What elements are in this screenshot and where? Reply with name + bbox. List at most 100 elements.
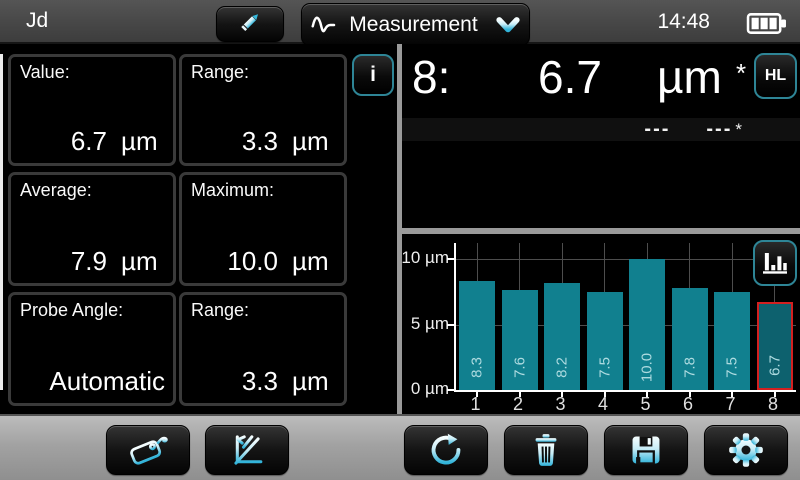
bar-value-label: 6.7 [766, 355, 784, 376]
chart-panel: 0 µm 5 µm 10 µm 8.3 7.6 8.2 7.5 10.0 7.8 7.5 6.7 … [401, 234, 800, 414]
histogram-icon [759, 247, 791, 279]
settings-button[interactable] [704, 425, 788, 475]
y-axis-labels: 0 µm 5 µm 10 µm [401, 243, 452, 398]
stat-label: Range: [191, 62, 250, 82]
chevron-down-icon [494, 15, 522, 35]
clock: 14:48 [657, 10, 710, 33]
chart-plot: 8.3 7.6 8.2 7.5 10.0 7.8 7.5 6.7 [447, 243, 796, 397]
x-tick [731, 392, 734, 397]
stat-value: 3.3 [241, 126, 278, 156]
x-tick [518, 392, 521, 397]
x-tick-label: 3 [555, 394, 566, 414]
bar[interactable]: 7.5 [714, 291, 751, 390]
pencil-icon [235, 9, 265, 40]
secondary-value-left: --- [644, 118, 671, 140]
y-tick-label: 10 µm [401, 248, 449, 267]
h-gridline [456, 324, 796, 326]
h-gridline [456, 259, 796, 260]
stat-box-range: Range: 3.3 µm [179, 54, 347, 166]
gear-icon [728, 432, 764, 468]
bottom-toolbar [0, 414, 800, 480]
stat-value: Automatic [49, 366, 165, 396]
stat-value: 7.9 [70, 246, 107, 276]
mode-dropdown[interactable]: Measurement [301, 3, 530, 46]
secondary-flag: * [735, 119, 742, 139]
stat-box-maximum: Maximum: 10.0 µm [179, 172, 347, 286]
stat-unit: µm [292, 366, 329, 396]
bar[interactable]: 10.0 [629, 259, 666, 390]
x-tick-label: 1 [470, 394, 481, 414]
stat-value: 10.0 [227, 246, 278, 276]
stat-box-range2: Range: 3.3 µm [179, 292, 347, 406]
tag-button[interactable] [106, 425, 190, 475]
x-tick-label: 4 [597, 394, 608, 414]
content-area: Value: 6.7 µm Range: 3.3 µm Average: 7.9 µm… [0, 44, 800, 414]
bar[interactable]: 8.3 [459, 281, 496, 390]
reading-index: 8: [412, 51, 451, 103]
stat-label: Range: [191, 300, 250, 320]
x-tick-label: 7 [725, 394, 736, 414]
stat-unit: µm [292, 246, 329, 276]
y-tick [447, 389, 454, 391]
x-tick-label: 6 [682, 394, 693, 414]
x-tick-label: 8 [767, 394, 778, 414]
repeat-button[interactable] [404, 425, 488, 475]
hl-button[interactable]: HL [754, 53, 797, 99]
stat-label: Probe Angle: [20, 300, 124, 320]
x-tick [646, 392, 649, 397]
bar[interactable]: 8.2 [544, 282, 581, 390]
stat-box-value: Value: 6.7 µm [8, 54, 176, 166]
bar-value-label: 8.3 [468, 357, 486, 378]
bar-value-label: 7.8 [681, 357, 699, 378]
x-tick [773, 392, 776, 397]
reading-unit: µm [657, 51, 722, 103]
horizontal-divider [402, 228, 800, 234]
x-tick [561, 392, 564, 397]
reading-flag: * [736, 58, 747, 88]
bar-value-label: 8.2 [553, 357, 571, 378]
reading-panel: 8: 6.7 µm * HL --- --- * [402, 48, 800, 228]
info-icon: i [370, 63, 376, 86]
x-tick-label: 5 [640, 394, 651, 414]
stat-value: 3.3 [241, 366, 278, 396]
bar[interactable]: 7.8 [671, 287, 708, 390]
stat-unit: µm [292, 126, 329, 156]
stat-box-probe-angle: Probe Angle: Automatic [8, 292, 176, 406]
page-title: Jd [26, 9, 49, 32]
stat-label: Value: [20, 62, 70, 82]
battery-icon [746, 12, 788, 40]
top-bar: Jd Measurement 14:48 [0, 0, 800, 46]
waveform-icon [309, 10, 339, 40]
bar-value-label: 7.5 [723, 357, 741, 378]
left-edge-strip [0, 54, 3, 390]
stat-box-average: Average: 7.9 µm [8, 172, 176, 286]
y-tick-label: 0 µm [410, 379, 449, 398]
calibration-button[interactable] [205, 425, 289, 475]
x-tick-label: 2 [512, 394, 523, 414]
stat-label: Average: [20, 180, 92, 200]
save-icon [629, 433, 663, 467]
delete-button[interactable] [504, 425, 588, 475]
edit-button[interactable] [216, 6, 284, 42]
x-axis-labels: 1 2 3 4 5 6 7 8 [454, 394, 794, 414]
trash-icon [529, 432, 563, 468]
reading-value: 6.7 [538, 51, 602, 103]
bar-value-label: 7.6 [511, 357, 529, 378]
bar[interactable]: 7.5 [586, 291, 623, 390]
x-tick [688, 392, 691, 397]
repeat-icon [428, 432, 464, 468]
save-button[interactable] [604, 425, 688, 475]
info-button[interactable]: i [352, 54, 394, 96]
reading-secondary-row: --- --- * [402, 118, 800, 141]
stat-unit: µm [121, 246, 158, 276]
bar[interactable]: 7.6 [501, 290, 538, 390]
y-tick [447, 323, 454, 326]
vertical-divider [397, 44, 402, 414]
tag-icon [125, 431, 171, 469]
x-tick [603, 392, 606, 397]
bar[interactable]: 6.7 [756, 302, 793, 390]
bar-value-label: 7.5 [596, 357, 614, 378]
y-tick-label: 5 µm [410, 313, 449, 333]
chart-mode-button[interactable] [753, 240, 797, 286]
mode-dropdown-label: Measurement [349, 12, 478, 36]
